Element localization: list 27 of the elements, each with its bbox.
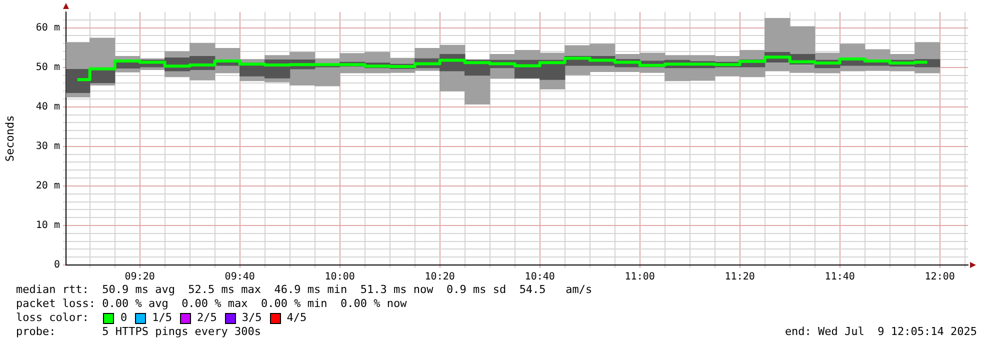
legend-label: 2/5 <box>196 311 217 325</box>
legend-label: 0 <box>120 311 128 325</box>
legend-label: 1/5 <box>152 311 172 325</box>
x-tick-label: 11:00 <box>624 272 655 283</box>
x-tick-label: 09:40 <box>224 272 255 283</box>
y-tick-label: 50 m <box>36 62 60 73</box>
text: probe: 5 HTTPS pings every 300s <box>16 325 262 339</box>
text: end: Wed Jul 9 12:05:14 2025 <box>784 325 977 339</box>
x-tick-label: 12:00 <box>924 272 955 283</box>
y-tick-label: 0 <box>54 260 60 271</box>
y-tick-label: 10 m <box>36 220 60 232</box>
y-tick-label: 40 m <box>36 101 60 112</box>
legend-label: 3/5 <box>242 311 262 325</box>
x-tick-label: 10:00 <box>324 272 355 283</box>
legend-title: loss color: <box>16 311 90 325</box>
text: packet loss: 0.00 % avg 0.00 % max 0.00 % min 0.00 % now <box>16 297 408 311</box>
y-axis-title: Seconds <box>3 115 16 162</box>
text: median rtt: 50.9 ms avg 52.5 ms max 46.9 ms min 51.3 ms now 0.9 ms sd 54.5 am/s <box>16 283 594 297</box>
y-tick-label: 20 m <box>36 180 60 192</box>
x-tick-label: 10:40 <box>524 272 555 283</box>
legend-label: 4/5 <box>286 311 307 325</box>
x-tick-label: 11:20 <box>724 272 755 283</box>
x-tick-label: 09:20 <box>124 272 155 283</box>
y-tick-label: 60 m <box>36 22 60 34</box>
y-tick-label: 30 m <box>36 141 60 152</box>
x-tick-label: 11:40 <box>824 272 855 283</box>
x-tick-label: 10:20 <box>424 272 455 283</box>
